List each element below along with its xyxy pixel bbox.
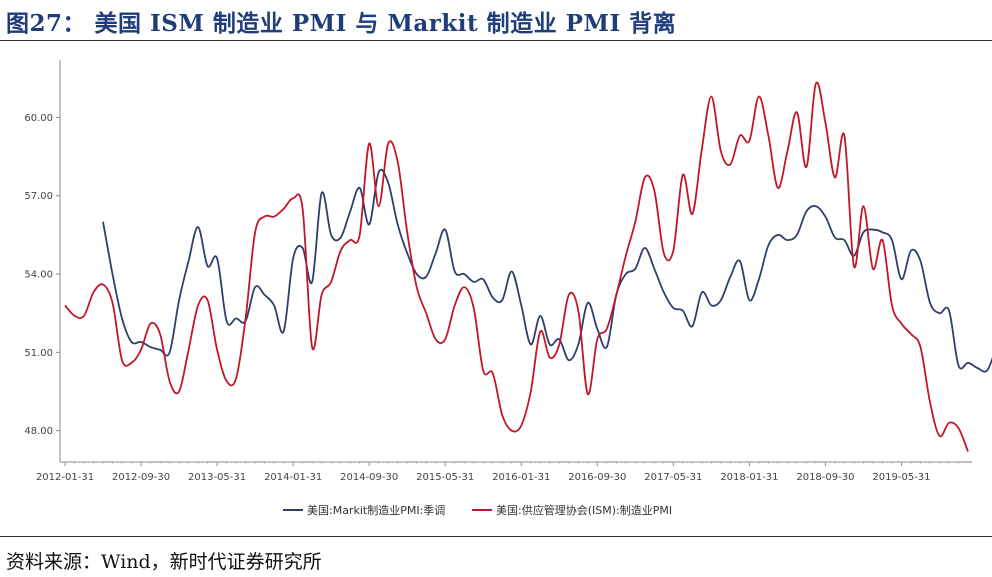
x-tick-label: 2014-01-31 [264,472,322,483]
source-divider [0,536,992,537]
y-tick-label: 51.00 [24,348,53,359]
y-tick-label: 54.00 [24,270,53,281]
figure-title: 图27： 美国 ISM 制造业 PMI 与 Markit 制造业 PMI 背离 [6,10,677,37]
x-tick-label: 2015-05-31 [416,472,474,483]
x-tick-label: 2012-01-31 [36,472,94,483]
x-tick-label: 2012-09-30 [112,472,170,483]
x-tick-label: 2018-09-30 [796,472,854,483]
legend-label: 美国:Markit制造业PMI:季调 [307,503,445,517]
title-divider [0,40,992,41]
y-tick-label: 60.00 [24,113,53,124]
x-tick-label: 2018-01-31 [720,472,778,483]
x-tick-label: 2014-09-30 [340,472,398,483]
x-tick-label: 2016-01-31 [492,472,550,483]
legend-label: 美国:供应管理协会(ISM):制造业PMI [496,503,672,517]
markit-pmi-series-line [102,168,992,373]
source-note: 资料来源：Wind，新时代证券研究所 [6,551,322,573]
x-tick-label: 2017-05-31 [644,472,702,483]
x-tick-label: 2016-09-30 [568,472,626,483]
ism-pmi-series-line [64,81,969,452]
x-tick-label: 2013-05-31 [188,472,246,483]
y-tick-label: 48.00 [24,426,53,437]
y-tick-label: 57.00 [24,191,53,202]
x-tick-label: 2019-05-31 [872,472,930,483]
